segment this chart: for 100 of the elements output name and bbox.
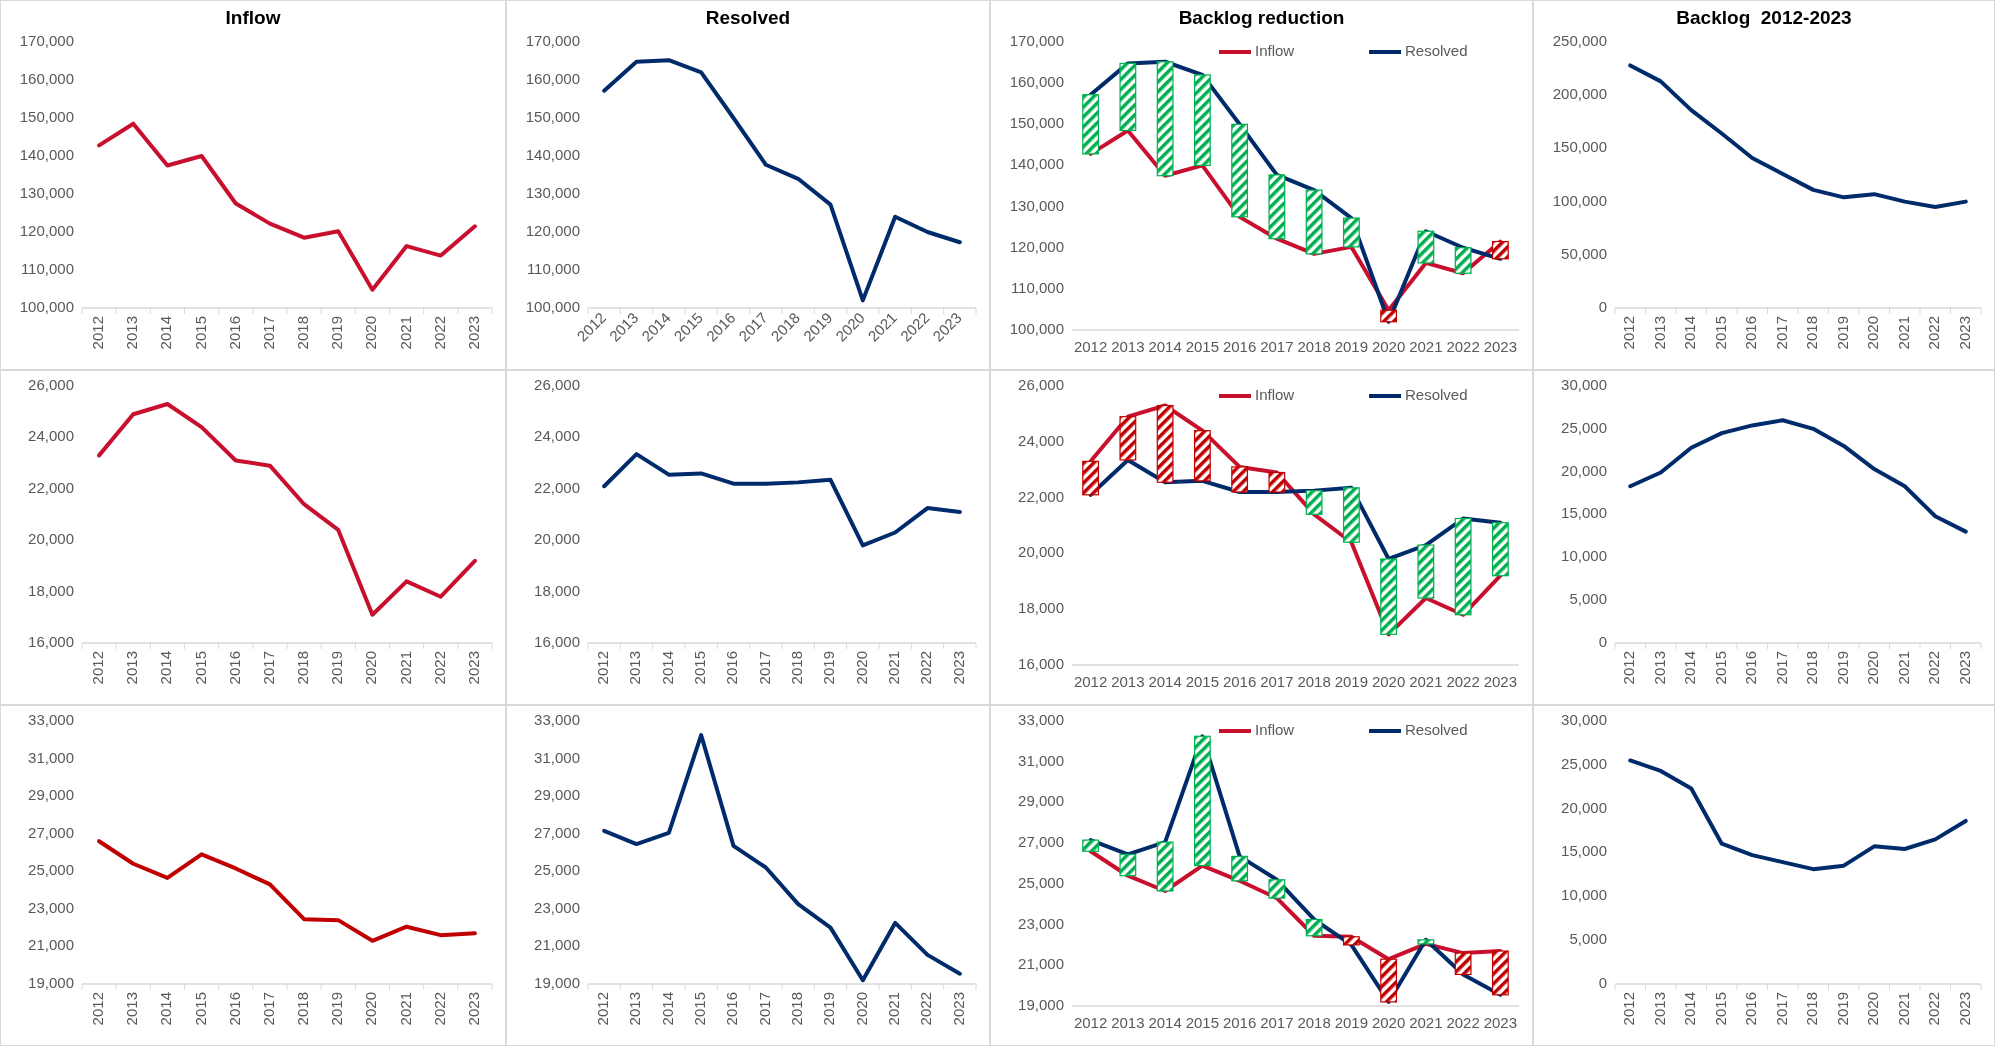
y-tick-label: 200,000: [1552, 85, 1607, 103]
x-tick-label: 2013: [626, 651, 644, 685]
x-tick-label: 2017: [259, 316, 277, 350]
y-tick-label: 130,000: [525, 183, 580, 201]
x-tick-label: 2017: [259, 992, 277, 1026]
y-tick-label: 29,000: [1018, 792, 1064, 810]
x-tick-label: 2013: [123, 992, 141, 1026]
x-tick-label: 2023: [1955, 992, 1973, 1026]
x-tick-label: 2015: [1711, 651, 1729, 685]
line-series: [97, 121, 477, 292]
x-tick-label: 2012: [1073, 338, 1108, 355]
line-series: [1628, 63, 1968, 209]
x-tick-label: 2021: [1409, 673, 1443, 690]
bar: [1342, 487, 1360, 543]
y-tick-label: 21,000: [28, 936, 74, 954]
y-tick-label: 110,000: [1010, 278, 1064, 296]
y-tick-label: 24,000: [28, 427, 74, 445]
x-tick-label: 2014: [1681, 992, 1699, 1026]
x-tick-label: 2015: [691, 992, 709, 1026]
x-tick-label: 2022: [917, 651, 935, 685]
x-tick-label: 2021: [1409, 1014, 1443, 1031]
x-tick-label: 2018: [788, 992, 806, 1026]
line-series: [602, 452, 962, 548]
bar: [1156, 841, 1174, 892]
x-tick-label: 2012: [1620, 651, 1638, 685]
y-tick-label: 16,000: [28, 632, 74, 650]
x-tick-label: 2016: [225, 992, 243, 1026]
x-tick-label: 2020: [1371, 338, 1406, 355]
bar: [1193, 430, 1211, 482]
x-tick-label: 2012: [1620, 992, 1638, 1026]
x-tick-label: 2023: [1483, 1014, 1518, 1031]
y-tick-label: 20,000: [1018, 543, 1064, 561]
x-tick-label: 2013: [1111, 1014, 1145, 1031]
x-tick-label: 2019: [1833, 651, 1851, 685]
y-tick-label: 110,000: [526, 259, 580, 277]
x-tick-label: 2019: [1334, 1014, 1369, 1031]
y-tick-label: 10,000: [1561, 547, 1607, 565]
legend-label: Inflow: [1255, 41, 1295, 59]
x-tick-label: 2018: [294, 651, 312, 685]
x-tick-label: 2015: [1185, 1014, 1220, 1031]
y-tick-label: 15,000: [1561, 842, 1607, 860]
y-tick-label: 25,000: [1561, 418, 1607, 436]
x-tick-label: 2017: [1260, 673, 1294, 690]
bar: [1454, 517, 1472, 616]
line-series: [1628, 418, 1968, 534]
x-tick-label: 2021: [396, 651, 414, 685]
y-tick-label: 130,000: [1009, 196, 1064, 214]
y-tick-label: 22,000: [28, 478, 74, 496]
y-tick-label: 120,000: [19, 221, 74, 239]
y-tick-label: 120,000: [525, 221, 580, 239]
x-tick-label: 2016: [225, 316, 243, 350]
x-tick-label: 2012: [89, 992, 107, 1026]
bar: [1193, 74, 1211, 167]
bar: [1491, 522, 1509, 577]
chart-title: Backlog reduction: [1178, 7, 1345, 28]
line-series: [602, 58, 962, 303]
x-tick-label: 2021: [396, 992, 414, 1026]
x-tick-label: 2023: [1955, 316, 1973, 350]
bar: [1380, 558, 1398, 635]
bar: [1119, 853, 1137, 877]
x-tick-label: 2012: [89, 651, 107, 685]
y-tick-label: 130,000: [19, 183, 74, 201]
x-tick-label: 2021: [1409, 338, 1443, 355]
x-tick-label: 2019: [328, 316, 346, 350]
y-tick-label: 100,000: [19, 297, 74, 315]
x-tick-label: 2023: [464, 316, 482, 350]
bar: [1454, 247, 1472, 274]
y-tick-label: 160,000: [1009, 73, 1064, 91]
x-tick-label: 2018: [1297, 673, 1331, 690]
x-tick-label: 2013: [1111, 673, 1145, 690]
x-tick-label: 2014: [1681, 316, 1699, 350]
x-tick-label: 2012: [1620, 316, 1638, 350]
x-tick-label: 2022: [1925, 992, 1943, 1026]
chart-title: Resolved: [705, 7, 791, 28]
y-tick-label: 31,000: [28, 748, 74, 766]
x-tick-label: 2022: [1446, 1014, 1480, 1031]
x-tick-label: 2023: [1483, 338, 1518, 355]
y-tick-label: 140,000: [1009, 155, 1064, 173]
x-tick-label: 2018: [294, 316, 312, 350]
x-tick-label: 2017: [755, 992, 773, 1026]
y-tick-label: 33,000: [28, 710, 74, 728]
x-tick-label: 2016: [1742, 651, 1760, 685]
y-tick-label: 24,000: [534, 427, 580, 445]
y-tick-label: 25,000: [1018, 873, 1064, 891]
chart-title: Backlog 2012-2023: [1676, 7, 1852, 28]
bar: [1268, 471, 1286, 493]
x-tick-label: 2022: [1925, 316, 1943, 350]
legend-label: Resolved: [1405, 720, 1468, 738]
x-tick-label: 2013: [1650, 316, 1668, 350]
legend-label: Inflow: [1255, 720, 1295, 738]
bar: [1119, 416, 1137, 461]
y-tick-label: 26,000: [28, 375, 74, 393]
bar: [1305, 918, 1323, 937]
bar: [1417, 939, 1435, 945]
y-tick-label: 27,000: [1018, 833, 1064, 851]
y-tick-label: 31,000: [534, 748, 580, 766]
x-tick-label: 2020: [1864, 316, 1882, 350]
x-tick-label: 2019: [1334, 338, 1369, 355]
y-tick-label: 24,000: [1018, 431, 1064, 449]
x-tick-label: 2017: [1260, 338, 1294, 355]
